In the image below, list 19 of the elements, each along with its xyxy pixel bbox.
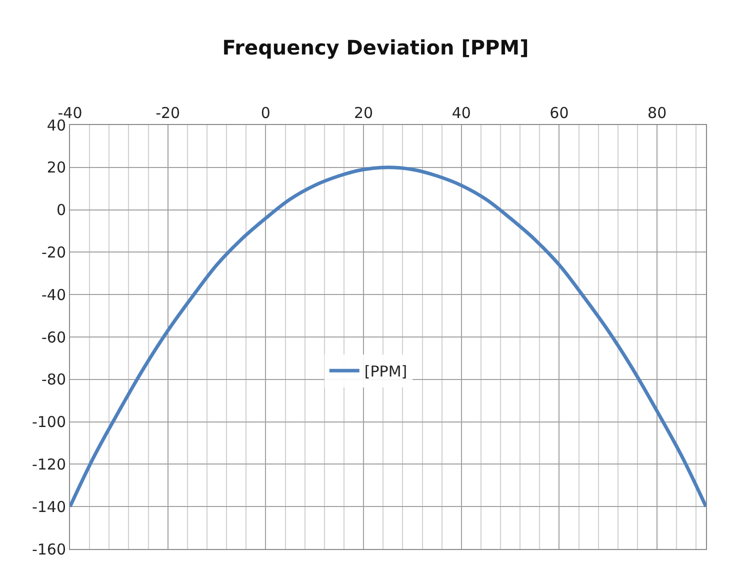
x-tick-label: 80: [648, 104, 667, 122]
y-tick-label: -120: [32, 455, 66, 474]
x-tick-label: -20: [156, 104, 180, 122]
x-tick-label: 60: [550, 104, 569, 122]
y-tick-label: -60: [42, 328, 66, 346]
y-tick-label: -160: [32, 540, 66, 558]
y-tick-label: -140: [32, 498, 66, 516]
y-tick-label: 20: [46, 158, 66, 177]
legend-label: [PPM]: [364, 362, 408, 381]
chart-title: Frequency Deviation [PPM]: [222, 36, 529, 60]
y-tick-label: -20: [42, 243, 66, 262]
x-tick-label: 20: [354, 104, 374, 122]
x-tick-label: 40: [452, 104, 471, 122]
x-tick-label: 0: [260, 104, 270, 122]
y-tick-label: -80: [42, 370, 66, 389]
line-series: [70, 166, 706, 508]
y-tick-label: 0: [56, 201, 66, 220]
y-tick-label: -40: [42, 286, 66, 304]
y-tick-label: -100: [32, 413, 66, 432]
